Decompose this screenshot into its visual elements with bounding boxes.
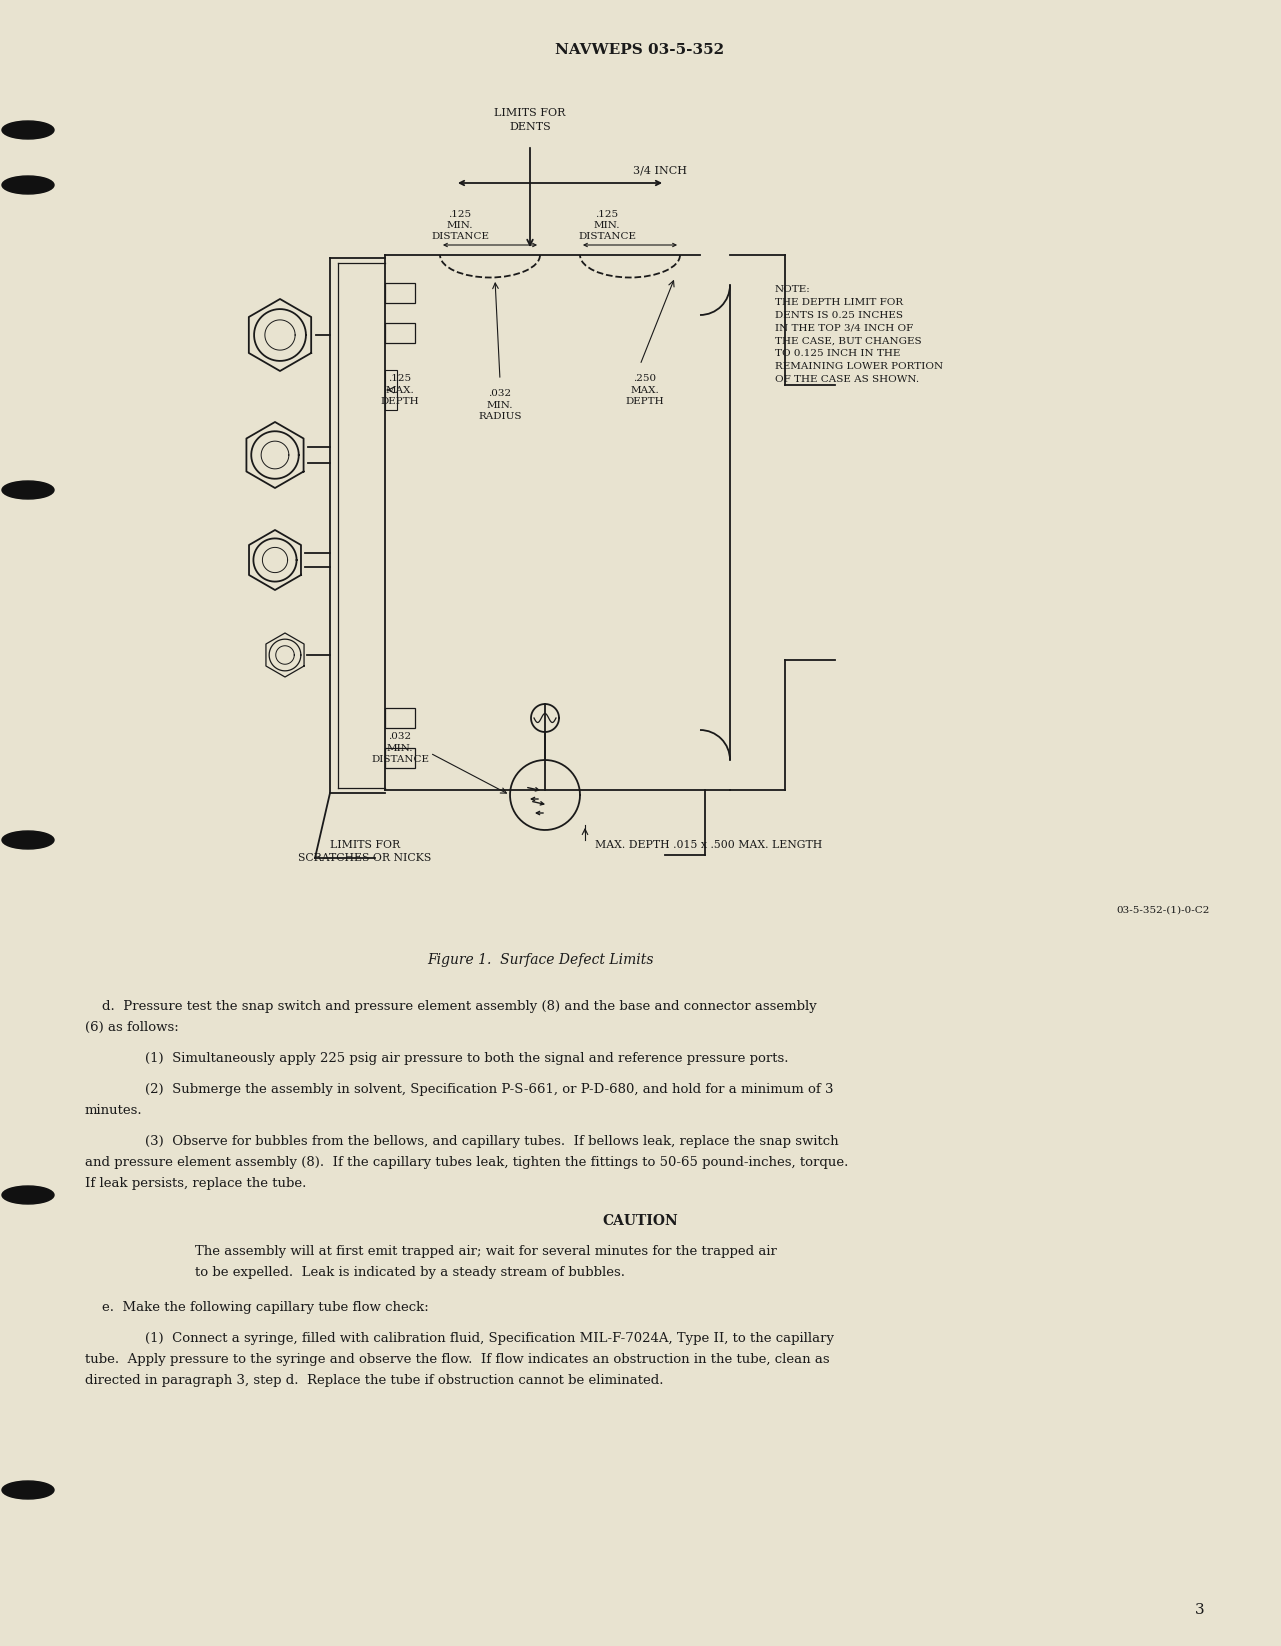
Text: The assembly will at first emit trapped air; wait for several minutes for the tr: The assembly will at first emit trapped … (195, 1244, 776, 1258)
Text: .125
MIN.
DISTANCE: .125 MIN. DISTANCE (578, 211, 635, 242)
Ellipse shape (3, 1187, 54, 1203)
Text: (3)  Observe for bubbles from the bellows, and capillary tubes.  If bellows leak: (3) Observe for bubbles from the bellows… (145, 1136, 839, 1147)
Text: NOTE:
THE DEPTH LIMIT FOR
DENTS IS 0.25 INCHES
IN THE TOP 3/4 INCH OF
THE CASE, : NOTE: THE DEPTH LIMIT FOR DENTS IS 0.25 … (775, 285, 943, 384)
Text: .250
MAX.
DEPTH: .250 MAX. DEPTH (625, 374, 665, 405)
Text: d.  Pressure test the snap switch and pressure element assembly (8) and the base: d. Pressure test the snap switch and pre… (85, 1001, 817, 1012)
Text: tube.  Apply pressure to the syringe and observe the flow.  If flow indicates an: tube. Apply pressure to the syringe and … (85, 1353, 830, 1366)
Text: .125
MAX.
DEPTH: .125 MAX. DEPTH (380, 374, 419, 405)
Text: If leak persists, replace the tube.: If leak persists, replace the tube. (85, 1177, 306, 1190)
Ellipse shape (3, 1481, 54, 1500)
Text: to be expelled.  Leak is indicated by a steady stream of bubbles.: to be expelled. Leak is indicated by a s… (195, 1266, 625, 1279)
Text: LIMITS FOR
SCRATCHES OR NICKS: LIMITS FOR SCRATCHES OR NICKS (298, 839, 432, 863)
Bar (386, 323, 415, 342)
Text: MAX. DEPTH .015 x .500 MAX. LENGTH: MAX. DEPTH .015 x .500 MAX. LENGTH (594, 839, 822, 849)
Ellipse shape (3, 176, 54, 194)
Text: (1)  Simultaneously apply 225 psig air pressure to both the signal and reference: (1) Simultaneously apply 225 psig air pr… (145, 1052, 789, 1065)
Text: (1)  Connect a syringe, filled with calibration fluid, Specification MIL-F-7024A: (1) Connect a syringe, filled with calib… (145, 1332, 834, 1345)
Text: LIMITS FOR
DENTS: LIMITS FOR DENTS (494, 109, 566, 132)
Bar (386, 370, 397, 410)
Bar (386, 747, 415, 769)
Text: (6) as follows:: (6) as follows: (85, 1021, 179, 1034)
Text: .032
MIN.
RADIUS: .032 MIN. RADIUS (478, 390, 521, 421)
Text: .032
MIN.
DISTANCE: .032 MIN. DISTANCE (371, 732, 429, 764)
Bar (386, 708, 415, 728)
Text: (2)  Submerge the assembly in solvent, Specification P-S-661, or P-D-680, and ho: (2) Submerge the assembly in solvent, Sp… (145, 1083, 834, 1096)
Text: .125
MIN.
DISTANCE: .125 MIN. DISTANCE (430, 211, 489, 242)
Text: CAUTION: CAUTION (602, 1215, 678, 1228)
Ellipse shape (3, 122, 54, 138)
Bar (386, 283, 415, 303)
Text: directed in paragraph 3, step d.  Replace the tube if obstruction cannot be elim: directed in paragraph 3, step d. Replace… (85, 1374, 664, 1388)
Ellipse shape (3, 481, 54, 499)
Text: 3/4 INCH: 3/4 INCH (633, 165, 687, 174)
Ellipse shape (3, 831, 54, 849)
Text: e.  Make the following capillary tube flow check:: e. Make the following capillary tube flo… (85, 1300, 429, 1314)
Text: 03-5-352-(1)-0-C2: 03-5-352-(1)-0-C2 (1117, 905, 1211, 915)
Text: minutes.: minutes. (85, 1104, 142, 1118)
Text: and pressure element assembly (8).  If the capillary tubes leak, tighten the fit: and pressure element assembly (8). If th… (85, 1155, 848, 1169)
Text: 3: 3 (1195, 1603, 1205, 1616)
Text: Figure 1.  Surface Defect Limits: Figure 1. Surface Defect Limits (427, 953, 653, 966)
Text: NAVWEPS 03-5-352: NAVWEPS 03-5-352 (556, 43, 725, 58)
